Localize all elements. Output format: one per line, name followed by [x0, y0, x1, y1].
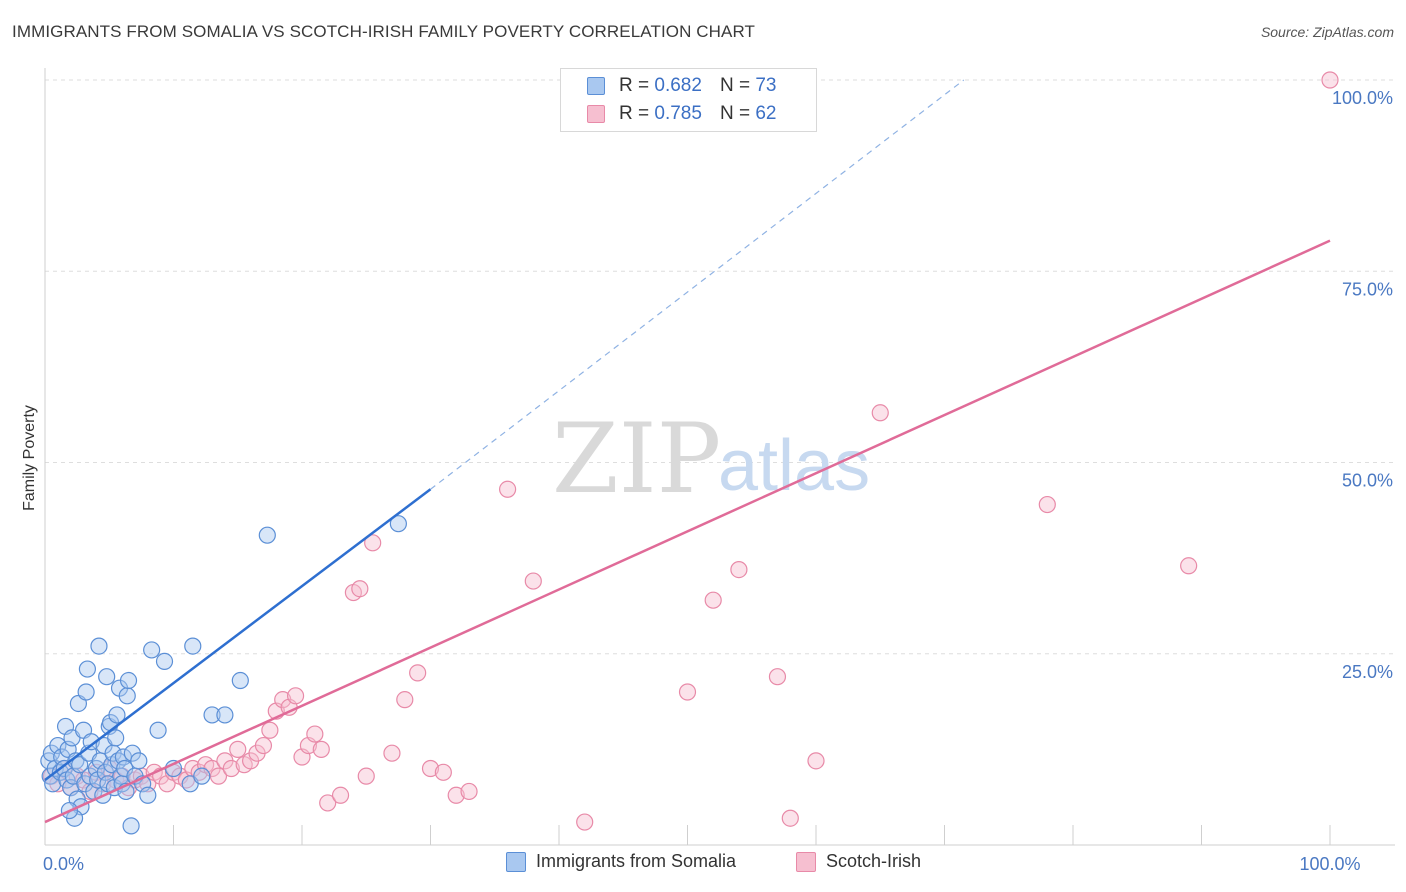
watermark: ZIP atlas [552, 403, 870, 515]
chart-title: IMMIGRANTS FROM SOMALIA VS SCOTCH-IRISH … [12, 22, 756, 41]
bottom-legend-somalia-label: Immigrants from Somalia [536, 851, 737, 871]
tick-labels: 25.0% 50.0% 75.0% 100.0% 0.0% 100.0% [43, 88, 1393, 874]
legend: R = 0.682 N = 73 R = 0.785 N = 62 [560, 68, 817, 132]
scotch-irish-point-54 [447, 786, 465, 804]
somalia-point-64 [184, 637, 202, 655]
scotch-irish-trend-line [44, 239, 1331, 824]
scotch-irish-point-34 [261, 721, 279, 739]
y-tick-label-2: 75.0% [1342, 279, 1393, 299]
scotch-irish-point-65 [871, 404, 889, 422]
somalia-point-68 [231, 671, 249, 690]
x-tick-label-1: 100.0% [1299, 854, 1360, 874]
somalia-point-65 [193, 767, 211, 785]
somalia-point-51 [118, 687, 136, 705]
somalia-point-43 [108, 706, 126, 724]
scotch-irish-point-61 [730, 560, 748, 579]
somalia-point-30 [90, 637, 108, 655]
bottom-legend-scotch-irish-label: Scotch-Irish [826, 851, 922, 871]
x-tick-label-0: 0.0% [43, 854, 84, 874]
trend-lines [44, 79, 1331, 824]
legend-n-value: 73 [755, 75, 777, 96]
scotch-irish-point-47 [357, 767, 375, 785]
scotch-irish-point-52 [421, 759, 440, 778]
scotch-irish-point-68 [1321, 71, 1339, 89]
watermark-zip: ZIP [552, 403, 721, 515]
scotch-irish-point-66 [1038, 495, 1056, 514]
scotch-irish-point-53 [434, 763, 452, 781]
somalia-point-58 [139, 786, 157, 804]
scotch-irish-point-63 [781, 809, 799, 827]
scotch-irish-point-59 [678, 683, 697, 701]
legend-row-scotch-irish: R = 0.785 N = 62 [587, 101, 776, 127]
legend-n-value: 62 [755, 103, 777, 124]
legend-swatch-scotch-irish [587, 105, 605, 123]
somalia-point-61 [155, 652, 174, 671]
somalia-point-53 [122, 817, 140, 835]
bottom-swatch-scotch-irish [796, 851, 816, 872]
legend-r-value: 0.785 [654, 103, 702, 124]
bottom-swatch-somalia [506, 851, 526, 872]
scotch-irish-point-56 [499, 480, 517, 498]
scotch-irish-point-49 [383, 744, 401, 762]
scotch-irish-point-29 [229, 740, 247, 758]
y-tick-label-1: 50.0% [1342, 471, 1393, 491]
bottom-legend-scotch-irish: Scotch-Irish [796, 851, 921, 872]
y-tick-label-3: 100.0% [1332, 88, 1393, 108]
axes [44, 68, 1395, 846]
scotch-irish-point-33 [254, 736, 273, 755]
scotch-irish-point-44 [331, 786, 350, 804]
somalia-point-59 [143, 641, 161, 659]
somalia-trend-line [44, 488, 432, 781]
scotch-irish-point-58 [576, 813, 594, 831]
legend-r-label: R = [619, 103, 650, 124]
source-label: Source: ZipAtlas.com [1260, 24, 1394, 40]
somalia-point-42 [107, 729, 125, 747]
scotch-irish-point-62 [768, 668, 787, 686]
y-axis-label: Family Poverty [21, 405, 38, 511]
somalia-point-26 [82, 733, 100, 751]
somalia-point-66 [203, 706, 221, 724]
legend-n-label: N = [719, 103, 751, 124]
somalia-point-23 [78, 660, 97, 678]
somalia-point-52 [119, 671, 138, 690]
legend-r-label: R = [619, 75, 650, 96]
series-somalia [40, 515, 407, 835]
somalia-trend-extension [430, 79, 965, 490]
legend-row-somalia: R = 0.682 N = 73 [587, 73, 776, 99]
scotch-irish-point-43 [319, 794, 337, 812]
y-tick-label-0: 25.0% [1342, 662, 1393, 682]
somalia-point-69 [258, 526, 276, 544]
somalia-point-35 [98, 668, 116, 686]
legend-swatch-somalia [587, 77, 605, 95]
somalia-point-67 [216, 706, 234, 724]
bottom-legend: Immigrants from Somalia Scotch-Irish [0, 851, 1406, 879]
somalia-point-22 [77, 683, 95, 701]
scotch-irish-point-41 [306, 725, 324, 743]
somalia-point-60 [149, 721, 167, 739]
scotch-irish-point-46 [351, 580, 369, 598]
bottom-legend-somalia: Immigrants from Somalia [506, 851, 736, 872]
scotch-irish-point-51 [409, 664, 427, 682]
scotch-irish-point-60 [704, 591, 722, 609]
scotch-irish-point-67 [1180, 557, 1198, 575]
scotch-irish-point-28 [222, 759, 240, 778]
somalia-point-18 [71, 756, 89, 774]
scotch-irish-point-50 [396, 691, 414, 709]
scotch-irish-point-48 [364, 534, 382, 552]
legend-n-label: N = [719, 75, 751, 96]
scotch-irish-point-42 [312, 740, 330, 758]
scotch-irish-point-64 [807, 752, 825, 770]
somalia-point-56 [130, 752, 148, 770]
scotch-irish-point-26 [209, 767, 228, 785]
somalia-point-70 [389, 515, 407, 533]
scotch-irish-point-55 [460, 782, 478, 801]
legend-r-value: 0.682 [654, 75, 702, 96]
watermark-atlas: atlas [718, 426, 870, 506]
scotch-irish-point-38 [286, 687, 305, 705]
scotch-irish-point-57 [524, 572, 542, 590]
